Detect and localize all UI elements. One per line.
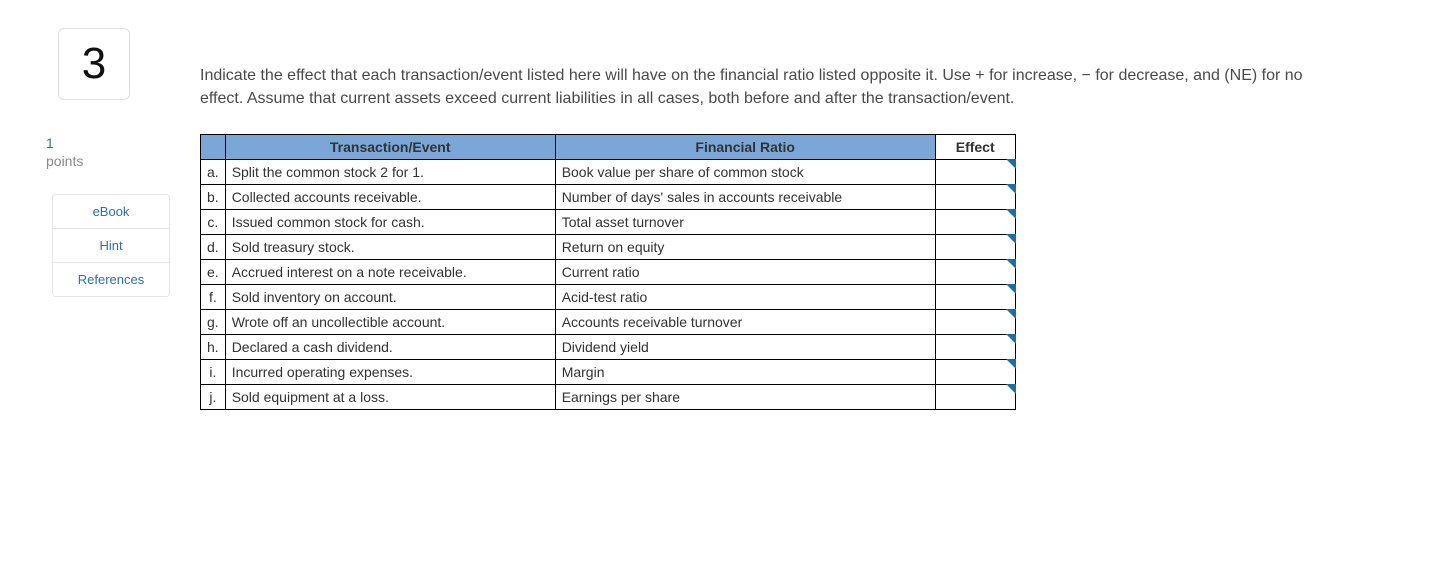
row-ratio: Earnings per share	[555, 385, 935, 410]
effect-input-wrap	[936, 360, 1015, 384]
row-effect-cell	[935, 210, 1015, 235]
effect-input[interactable]	[936, 285, 1015, 309]
row-transaction: Incurred operating expenses.	[225, 360, 555, 385]
header-letter	[201, 135, 226, 160]
ebook-link[interactable]: eBook	[53, 195, 169, 229]
row-effect-cell	[935, 260, 1015, 285]
row-effect-cell	[935, 185, 1015, 210]
table-row: j.Sold equipment at a loss.Earnings per …	[201, 385, 1016, 410]
effect-input-wrap	[936, 260, 1015, 284]
row-transaction: Sold inventory on account.	[225, 285, 555, 310]
row-letter: h.	[201, 335, 226, 360]
effect-input-wrap	[936, 160, 1015, 184]
effect-input-wrap	[936, 335, 1015, 359]
question-page: 3 1 points eBook Hint References Indicat…	[0, 0, 1430, 450]
header-transaction: Transaction/Event	[225, 135, 555, 160]
row-ratio: Number of days' sales in accounts receiv…	[555, 185, 935, 210]
effect-input[interactable]	[936, 360, 1015, 384]
effect-input[interactable]	[936, 260, 1015, 284]
row-transaction: Sold treasury stock.	[225, 235, 555, 260]
row-effect-cell	[935, 335, 1015, 360]
row-transaction: Declared a cash dividend.	[225, 335, 555, 360]
row-letter: f.	[201, 285, 226, 310]
row-transaction: Accrued interest on a note receivable.	[225, 260, 555, 285]
row-transaction: Split the common stock 2 for 1.	[225, 160, 555, 185]
effect-input-wrap	[936, 185, 1015, 209]
row-effect-cell	[935, 285, 1015, 310]
question-number: 3	[82, 39, 106, 89]
effect-input-wrap	[936, 385, 1015, 409]
effect-input[interactable]	[936, 160, 1015, 184]
row-ratio: Return on equity	[555, 235, 935, 260]
row-ratio: Total asset turnover	[555, 210, 935, 235]
row-ratio: Margin	[555, 360, 935, 385]
effect-input[interactable]	[936, 235, 1015, 259]
table-header-row: Transaction/Event Financial Ratio Effect	[201, 135, 1016, 160]
row-letter: e.	[201, 260, 226, 285]
row-letter: c.	[201, 210, 226, 235]
table-row: e.Accrued interest on a note receivable.…	[201, 260, 1016, 285]
row-effect-cell	[935, 360, 1015, 385]
left-column: 3 1 points eBook Hint References	[40, 28, 190, 410]
effect-input[interactable]	[936, 335, 1015, 359]
table-row: i.Incurred operating expenses.Margin	[201, 360, 1016, 385]
transaction-table: Transaction/Event Financial Ratio Effect…	[200, 134, 1016, 410]
references-link[interactable]: References	[53, 263, 169, 296]
row-letter: j.	[201, 385, 226, 410]
table-row: c.Issued common stock for cash.Total ass…	[201, 210, 1016, 235]
table-row: d.Sold treasury stock.Return on equity	[201, 235, 1016, 260]
row-transaction: Collected accounts receivable.	[225, 185, 555, 210]
effect-input-wrap	[936, 210, 1015, 234]
row-ratio: Acid-test ratio	[555, 285, 935, 310]
effect-input[interactable]	[936, 210, 1015, 234]
row-transaction: Sold equipment at a loss.	[225, 385, 555, 410]
row-transaction: Issued common stock for cash.	[225, 210, 555, 235]
table-row: a.Split the common stock 2 for 1.Book va…	[201, 160, 1016, 185]
table-body: a.Split the common stock 2 for 1.Book va…	[201, 160, 1016, 410]
effect-input-wrap	[936, 285, 1015, 309]
effect-input[interactable]	[936, 385, 1015, 409]
question-number-box: 3	[58, 28, 130, 100]
header-ratio: Financial Ratio	[555, 135, 935, 160]
header-effect: Effect	[935, 135, 1015, 160]
row-ratio: Book value per share of common stock	[555, 160, 935, 185]
points-label: points	[46, 152, 190, 170]
main-column: Indicate the effect that each transactio…	[200, 28, 1390, 410]
row-effect-cell	[935, 235, 1015, 260]
points-block: 1 points	[46, 134, 190, 170]
row-effect-cell	[935, 160, 1015, 185]
row-transaction: Wrote off an uncollectible account.	[225, 310, 555, 335]
row-letter: d.	[201, 235, 226, 260]
question-instructions: Indicate the effect that each transactio…	[200, 64, 1350, 110]
effect-input-wrap	[936, 310, 1015, 334]
resource-links: eBook Hint References	[52, 194, 170, 297]
points-value: 1	[46, 134, 190, 152]
row-letter: i.	[201, 360, 226, 385]
hint-link[interactable]: Hint	[53, 229, 169, 263]
row-ratio: Current ratio	[555, 260, 935, 285]
row-ratio: Accounts receivable turnover	[555, 310, 935, 335]
row-ratio: Dividend yield	[555, 335, 935, 360]
table-row: h.Declared a cash dividend.Dividend yiel…	[201, 335, 1016, 360]
effect-input[interactable]	[936, 310, 1015, 334]
row-letter: a.	[201, 160, 226, 185]
row-letter: b.	[201, 185, 226, 210]
row-letter: g.	[201, 310, 226, 335]
row-effect-cell	[935, 310, 1015, 335]
effect-input-wrap	[936, 235, 1015, 259]
table-row: b.Collected accounts receivable.Number o…	[201, 185, 1016, 210]
effect-input[interactable]	[936, 185, 1015, 209]
table-row: f.Sold inventory on account.Acid-test ra…	[201, 285, 1016, 310]
row-effect-cell	[935, 385, 1015, 410]
table-row: g.Wrote off an uncollectible account.Acc…	[201, 310, 1016, 335]
